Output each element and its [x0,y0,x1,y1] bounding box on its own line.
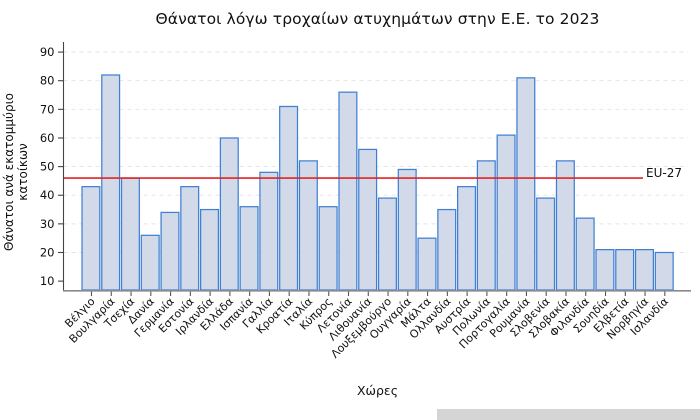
y-tick-label: 70 [40,102,55,116]
bar-Ελβετία [615,249,635,291]
y-tick-label: 30 [40,217,55,231]
bar-Λιθουανία [358,148,378,291]
y-tick-label: 20 [40,245,55,259]
bar-Ρουμανία [516,77,536,291]
bar-Λουξεμβούργο [377,197,397,291]
y-tick-label: 80 [40,74,55,88]
bar-Βουλγαρία [101,74,121,291]
bar-Κροατία [279,105,299,291]
y-tick-label: 40 [40,188,55,202]
bar-Σλοβακία [555,160,575,291]
bar-Ελλάδα [219,137,239,291]
y-tick-label: 10 [40,274,55,288]
y-tick-label: 50 [40,160,55,174]
bar-Πολωνία [476,160,496,291]
bar-Βέλγιο [81,186,101,291]
bar-Αυστρία [457,186,477,291]
bar-Σλοβενία [536,197,556,291]
y-axis-label: Θάνατοι ανά εκατομμύριο κατοίκων [2,93,30,252]
bar-Δανία [140,234,160,291]
bar-Γαλλία [259,171,279,291]
bar-Γερμανία [160,211,180,291]
bar-Ολλανδία [437,208,457,291]
bar-Λετονία [338,91,358,291]
bar-Ισπανία [239,206,259,291]
eu27-reference-label: EU-27 [646,166,682,180]
bar-Φιλανδία [575,217,595,291]
x-axis-label: Χώρες [356,383,399,398]
chart-title: Θάνατοι λόγω τροχαίων ατυχημάτων στην Ε.… [155,10,600,28]
bar-Πορτογαλία [496,134,516,291]
bottom-gray-strip [437,409,700,420]
bar-Νορβηγία [634,249,654,291]
bar-Εστονία [180,186,200,291]
bar-Ισλανδία [654,251,674,291]
y-tick-label: 60 [40,131,55,145]
bar-Ιρλανδία [199,208,220,291]
bar-Μάλτα [417,237,437,291]
bar-Ουγγαρία [397,168,417,291]
bar-Ιταλία [298,160,318,291]
bar-Σουηδία [595,249,615,291]
bar-Κύπρος [318,206,338,291]
bar-Τσεχία [120,177,140,291]
y-tick-label: 90 [40,45,55,59]
